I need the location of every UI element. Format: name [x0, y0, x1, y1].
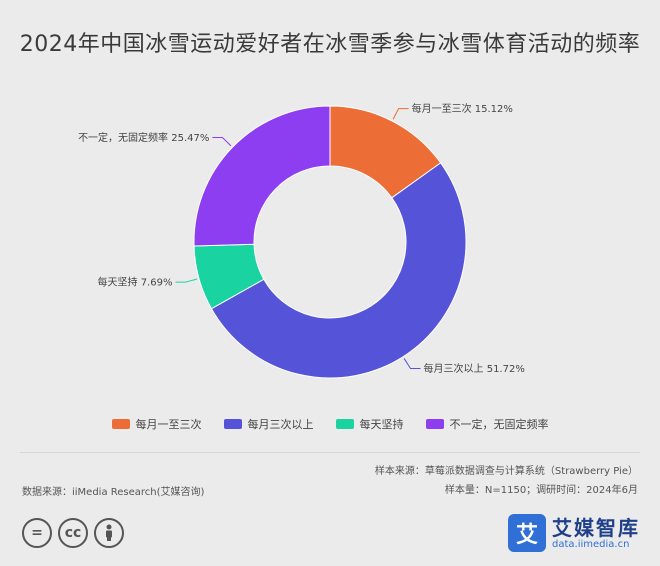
legend-label-2: 每天坚持 [359, 418, 404, 431]
brand-url: data.iimedia.cn [552, 538, 630, 550]
leader-line-2 [175, 278, 198, 283]
leader-line-0 [392, 108, 409, 120]
brand-logo: 艾 艾媒智库 data.iimedia.cn [508, 514, 640, 552]
slice-1[interactable] [210, 162, 467, 379]
leader-line-1 [403, 358, 421, 370]
legend-label-0: 每月一至三次 [135, 418, 202, 431]
brand-mark: 艾 [508, 514, 546, 552]
license-icons: = cc [22, 518, 124, 548]
sample-size: 样本量：N=1150；调研时间：2024年6月 [444, 485, 638, 496]
data-source: 数据来源：iiMedia Research(艾媒咨询) [22, 487, 205, 498]
sample-source: 样本来源：草莓派数据调查与计算系统（Strawberry Pie） [374, 466, 638, 477]
legend-swatch-2 [335, 419, 354, 429]
leader-line-3 [212, 137, 232, 147]
brand-name: 艾媒智库 [552, 515, 640, 540]
legend-swatch-1 [223, 419, 242, 429]
equals-icon: = [22, 518, 52, 548]
person-icon [94, 518, 124, 548]
legend-label-3: 不一定，无固定频率 [449, 418, 549, 431]
slice-label-0: 每月一至三次 15.12% [412, 102, 513, 115]
legend-swatch-0 [111, 419, 130, 429]
chart-title: 2024年中国冰雪运动爱好者在冰雪季参与冰雪体育活动的频率 [19, 32, 641, 57]
legend-item-3[interactable]: 不一定，无固定频率 [425, 416, 549, 432]
slice-label-2: 每天坚持 7.69% [98, 276, 173, 289]
legend-swatch-3 [425, 419, 444, 429]
legend-item-0[interactable]: 每月一至三次 [111, 416, 202, 432]
slice-label-1: 每月三次以上 51.72% [424, 362, 525, 375]
legend-label-1: 每月三次以上 [247, 418, 314, 431]
legend: 每月一至三次 每月三次以上 每天坚持 不一定，无固定频率 [0, 416, 660, 432]
donut-chart: 每月一至三次 15.12% 每月三次以上 51.72% 每天坚持 7.69% 不一定，… [78, 102, 525, 379]
slice-3[interactable] [193, 105, 331, 247]
legend-item-2[interactable]: 每天坚持 [335, 416, 404, 432]
cc-icon: cc [58, 518, 88, 548]
slice-label-3: 不一定，无固定频率 25.47% [78, 131, 209, 144]
divider [20, 452, 640, 453]
legend-item-1[interactable]: 每月三次以上 [223, 416, 314, 432]
